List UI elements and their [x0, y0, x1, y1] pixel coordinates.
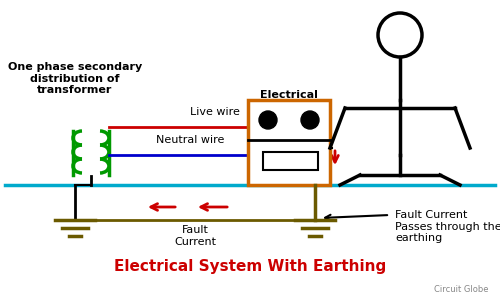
Text: Fault
Current: Fault Current — [174, 225, 216, 247]
Text: Electrical
Equipment: Electrical Equipment — [256, 90, 322, 112]
Text: Live wire: Live wire — [190, 107, 240, 117]
Text: One phase secondary
distribution of
transformer: One phase secondary distribution of tran… — [8, 62, 142, 95]
Circle shape — [259, 111, 277, 129]
Circle shape — [301, 111, 319, 129]
Text: Circuit Globe: Circuit Globe — [434, 285, 488, 294]
Bar — [248, 100, 330, 185]
Text: Electrical System With Earthing: Electrical System With Earthing — [114, 259, 386, 275]
Bar — [263, 152, 318, 170]
Text: Fault Current
Passes through the
earthing: Fault Current Passes through the earthin… — [395, 210, 500, 243]
Text: Neutral wire: Neutral wire — [156, 135, 224, 145]
